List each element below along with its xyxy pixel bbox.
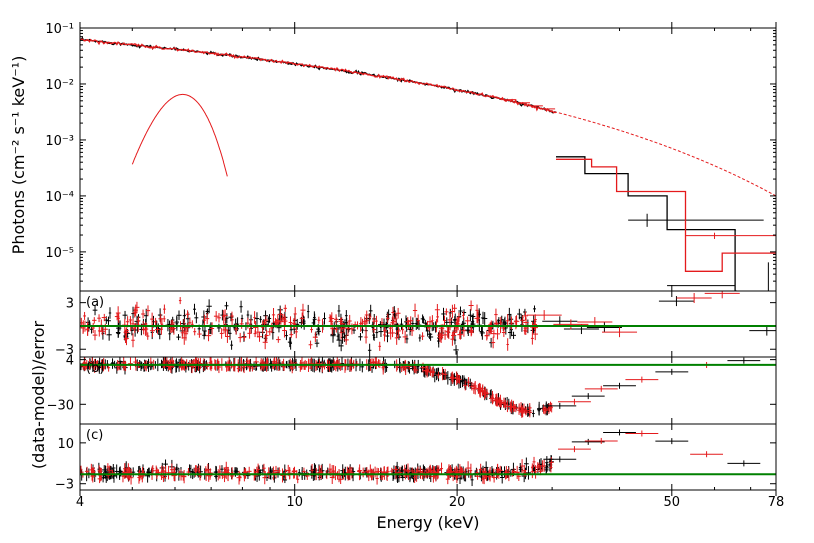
- residual-panel-c: 10 −3 (c): [55, 423, 777, 493]
- residual-y-axis-label: (data-model)/error: [29, 320, 48, 469]
- y-tick-label: 10⁻²: [45, 78, 74, 93]
- y-tick-label: −30: [47, 398, 74, 413]
- residual-panel-a: 3 −3 (a): [55, 290, 777, 358]
- y-tick-label: 10: [57, 437, 74, 452]
- panel-a-plot-area: [80, 291, 776, 357]
- y-tick-label: 3: [66, 297, 74, 312]
- panel-c-plot-area: [80, 429, 761, 487]
- y-tick-label: −3: [55, 343, 74, 358]
- panel-label: (c): [86, 428, 103, 443]
- residual-panel-b: 4 −30 (b): [47, 354, 777, 425]
- y-tick-label: 10⁻⁴: [45, 190, 74, 205]
- spectrum-panel: 10⁻⁵ 10⁻⁴ 10⁻³ 10⁻² 10⁻¹: [45, 22, 777, 292]
- y-tick-label: 10⁻³: [45, 134, 74, 149]
- spectrum-plot-area: [80, 36, 776, 291]
- y-tick-label: 10⁻¹: [45, 22, 74, 37]
- y-tick-label: 4: [66, 354, 74, 369]
- y-tick-label: 10⁻⁵: [45, 246, 74, 261]
- x-tick-label: 20: [449, 495, 466, 510]
- x-axis-label: Energy (keV): [376, 513, 479, 532]
- panel-c-frame: [79, 423, 777, 491]
- fpma-binned-steps: [556, 156, 737, 291]
- fpma-spectrum-trace: [80, 36, 557, 114]
- panel-label: (a): [86, 295, 104, 310]
- model-continuum-line: [80, 39, 776, 197]
- x-tick-label: 50: [664, 495, 681, 510]
- spectrum-frame: [79, 27, 777, 292]
- model-gaussian-line: [131, 93, 228, 177]
- panel-label: (b): [86, 361, 104, 376]
- fpmb-spectrum-trace: [80, 38, 557, 114]
- y-tick-label: −3: [55, 478, 74, 493]
- fpmb-binned-steps: [556, 158, 776, 272]
- x-tick-label: 78: [768, 495, 785, 510]
- x-tick-label: 10: [286, 495, 303, 510]
- x-axis: 4 10 20 50 78: [76, 22, 784, 510]
- spectrum-y-axis-label: Photons (cm⁻² s⁻¹ keV⁻¹): [9, 56, 28, 255]
- x-tick-label: 4: [76, 495, 84, 510]
